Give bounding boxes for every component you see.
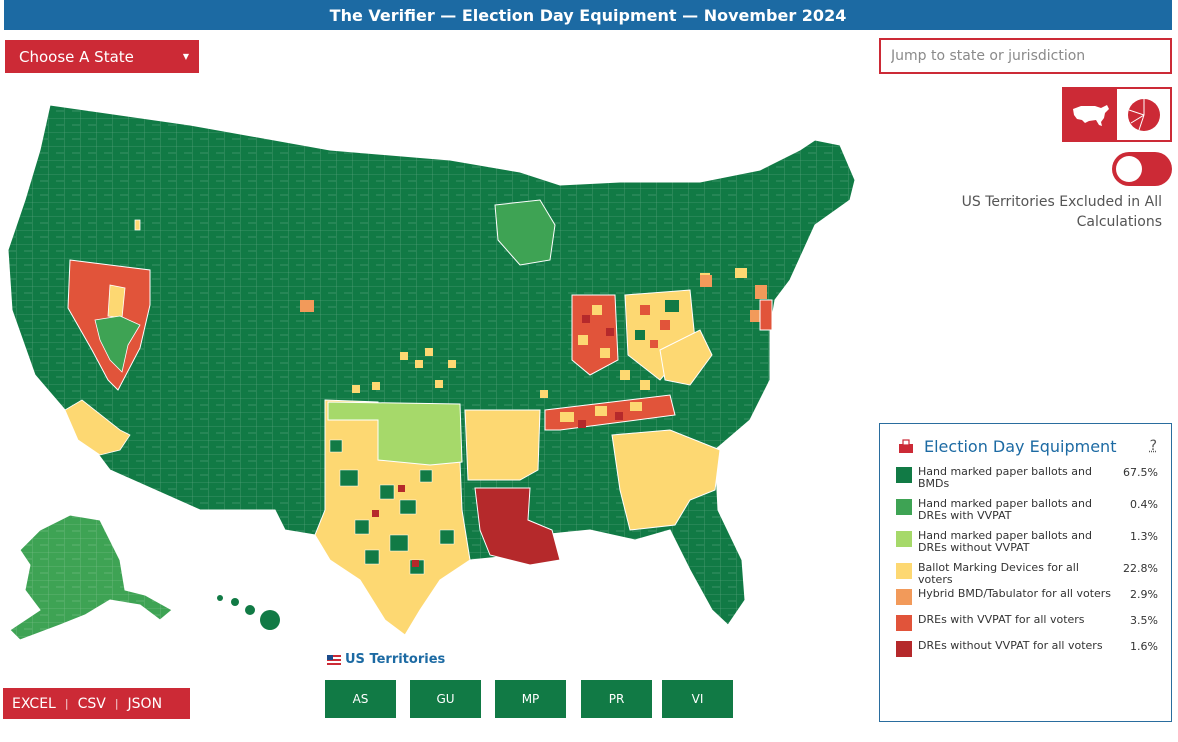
legend-percent: 1.6% bbox=[1130, 640, 1158, 653]
legend-percent: 1.3% bbox=[1130, 530, 1158, 543]
us-map-icon bbox=[1072, 104, 1109, 126]
us-map-svg bbox=[7, 104, 856, 641]
legend-swatch bbox=[896, 563, 912, 579]
legend-swatch bbox=[896, 641, 912, 657]
territories-toggle-switch[interactable] bbox=[1112, 152, 1172, 186]
territory-button-gu[interactable]: GU bbox=[410, 680, 481, 718]
territory-button-vi[interactable]: VI bbox=[662, 680, 733, 718]
divider: | bbox=[64, 697, 69, 710]
legend-percent: 0.4% bbox=[1130, 498, 1158, 511]
legend-item: Hand marked paper ballots and BMDs 67.5% bbox=[896, 466, 1158, 490]
legend-item: Hand marked paper ballots and DREs with … bbox=[896, 498, 1158, 522]
download-json-link[interactable]: JSON bbox=[127, 695, 163, 712]
region-tennessee[interactable] bbox=[544, 394, 676, 431]
toggle-knob bbox=[1116, 156, 1142, 182]
view-toggle[interactable] bbox=[1062, 87, 1172, 142]
legend-item: DREs without VVPAT for all voters 1.6% bbox=[896, 640, 1158, 657]
legend-swatch bbox=[896, 467, 912, 483]
map-view-button[interactable] bbox=[1064, 89, 1117, 140]
legend-item: Hybrid BMD/Tabulator for all voters 2.9% bbox=[896, 588, 1158, 605]
pie-chart-view-button[interactable] bbox=[1117, 89, 1170, 140]
region-hawaii[interactable] bbox=[217, 595, 280, 630]
equipment-legend: Election Day Equipment ? Hand marked pap… bbox=[879, 423, 1172, 722]
download-csv-link[interactable]: CSV bbox=[77, 695, 106, 712]
legend-percent: 3.5% bbox=[1130, 614, 1158, 627]
territories-excluded-note: US Territories Excluded in All Calculati… bbox=[961, 194, 1162, 230]
legend-swatch bbox=[896, 499, 912, 515]
legend-header: Election Day Equipment ? bbox=[898, 434, 1157, 458]
voting-box-icon bbox=[899, 439, 913, 453]
legend-item: Hand marked paper ballots and DREs witho… bbox=[896, 530, 1158, 554]
choose-state-dropdown[interactable]: Choose A State ▼ bbox=[5, 40, 199, 73]
download-excel-link[interactable]: EXCEL bbox=[12, 695, 56, 712]
legend-title: Election Day Equipment bbox=[924, 436, 1117, 456]
legend-help-button[interactable]: ? bbox=[1149, 438, 1157, 454]
chevron-down-icon: ▼ bbox=[182, 52, 189, 61]
legend-swatch bbox=[896, 589, 912, 605]
legend-label: DREs with VVPAT for all voters bbox=[918, 613, 1085, 626]
legend-percent: 22.8% bbox=[1123, 562, 1158, 575]
divider: | bbox=[114, 697, 119, 710]
legend-percent: 67.5% bbox=[1123, 466, 1158, 479]
region-oklahoma[interactable] bbox=[327, 401, 463, 466]
legend-label: Hand marked paper ballots and BMDs bbox=[918, 465, 1092, 490]
pie-chart-icon bbox=[1127, 98, 1160, 131]
legend-label: Hybrid BMD/Tabulator for all voters bbox=[918, 587, 1112, 600]
legend-label: Hand marked paper ballots and DREs witho… bbox=[918, 529, 1092, 554]
legend-label: DREs without VVPAT for all voters bbox=[918, 639, 1103, 652]
jurisdiction-search-input[interactable] bbox=[879, 38, 1172, 74]
us-equipment-map[interactable] bbox=[0, 90, 870, 650]
territory-button-pr[interactable]: PR bbox=[581, 680, 652, 718]
legend-swatch bbox=[896, 615, 912, 631]
territory-button-as[interactable]: AS bbox=[325, 680, 396, 718]
territories-label: US Territories bbox=[327, 652, 445, 667]
page-title: The Verifier — Election Day Equipment — … bbox=[4, 0, 1172, 30]
legend-swatch bbox=[896, 531, 912, 547]
region-louisiana[interactable] bbox=[474, 487, 561, 566]
choose-state-label: Choose A State bbox=[19, 47, 134, 66]
download-bar: EXCEL | CSV | JSON bbox=[3, 688, 190, 719]
legend-item: Ballot Marking Devices for all voters 22… bbox=[896, 562, 1158, 586]
region-arkansas[interactable] bbox=[464, 409, 541, 481]
legend-percent: 2.9% bbox=[1130, 588, 1158, 601]
territories-label-text: US Territories bbox=[345, 652, 446, 667]
legend-label: Hand marked paper ballots and DREs with … bbox=[918, 497, 1092, 522]
region-socal[interactable] bbox=[64, 399, 131, 456]
legend-label: Ballot Marking Devices for all voters bbox=[918, 561, 1079, 586]
us-flag-icon bbox=[327, 654, 341, 665]
legend-item: DREs with VVPAT for all voters 3.5% bbox=[896, 614, 1158, 631]
territory-button-mp[interactable]: MP bbox=[495, 680, 566, 718]
region-georgia[interactable] bbox=[611, 429, 721, 531]
